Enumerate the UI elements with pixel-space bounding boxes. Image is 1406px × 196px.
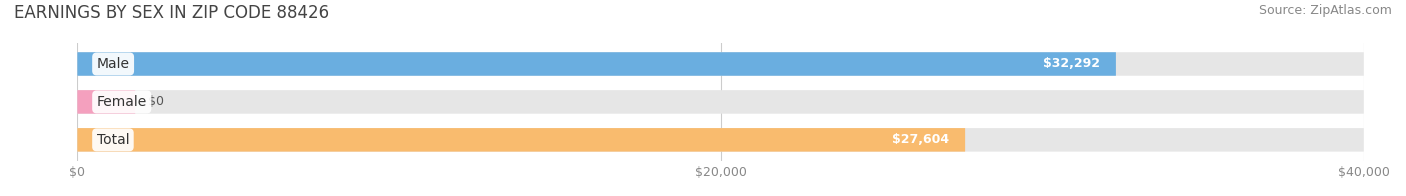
- FancyBboxPatch shape: [77, 52, 1364, 76]
- Text: Source: ZipAtlas.com: Source: ZipAtlas.com: [1258, 4, 1392, 17]
- FancyBboxPatch shape: [77, 90, 135, 114]
- Text: $27,604: $27,604: [891, 133, 949, 146]
- Text: $0: $0: [148, 95, 165, 108]
- FancyBboxPatch shape: [77, 52, 1116, 76]
- Text: $32,292: $32,292: [1043, 57, 1099, 71]
- Text: Male: Male: [97, 57, 129, 71]
- Text: Total: Total: [97, 133, 129, 147]
- Text: Female: Female: [97, 95, 146, 109]
- FancyBboxPatch shape: [77, 128, 1364, 152]
- FancyBboxPatch shape: [77, 90, 1364, 114]
- FancyBboxPatch shape: [77, 128, 965, 152]
- Text: EARNINGS BY SEX IN ZIP CODE 88426: EARNINGS BY SEX IN ZIP CODE 88426: [14, 4, 329, 22]
